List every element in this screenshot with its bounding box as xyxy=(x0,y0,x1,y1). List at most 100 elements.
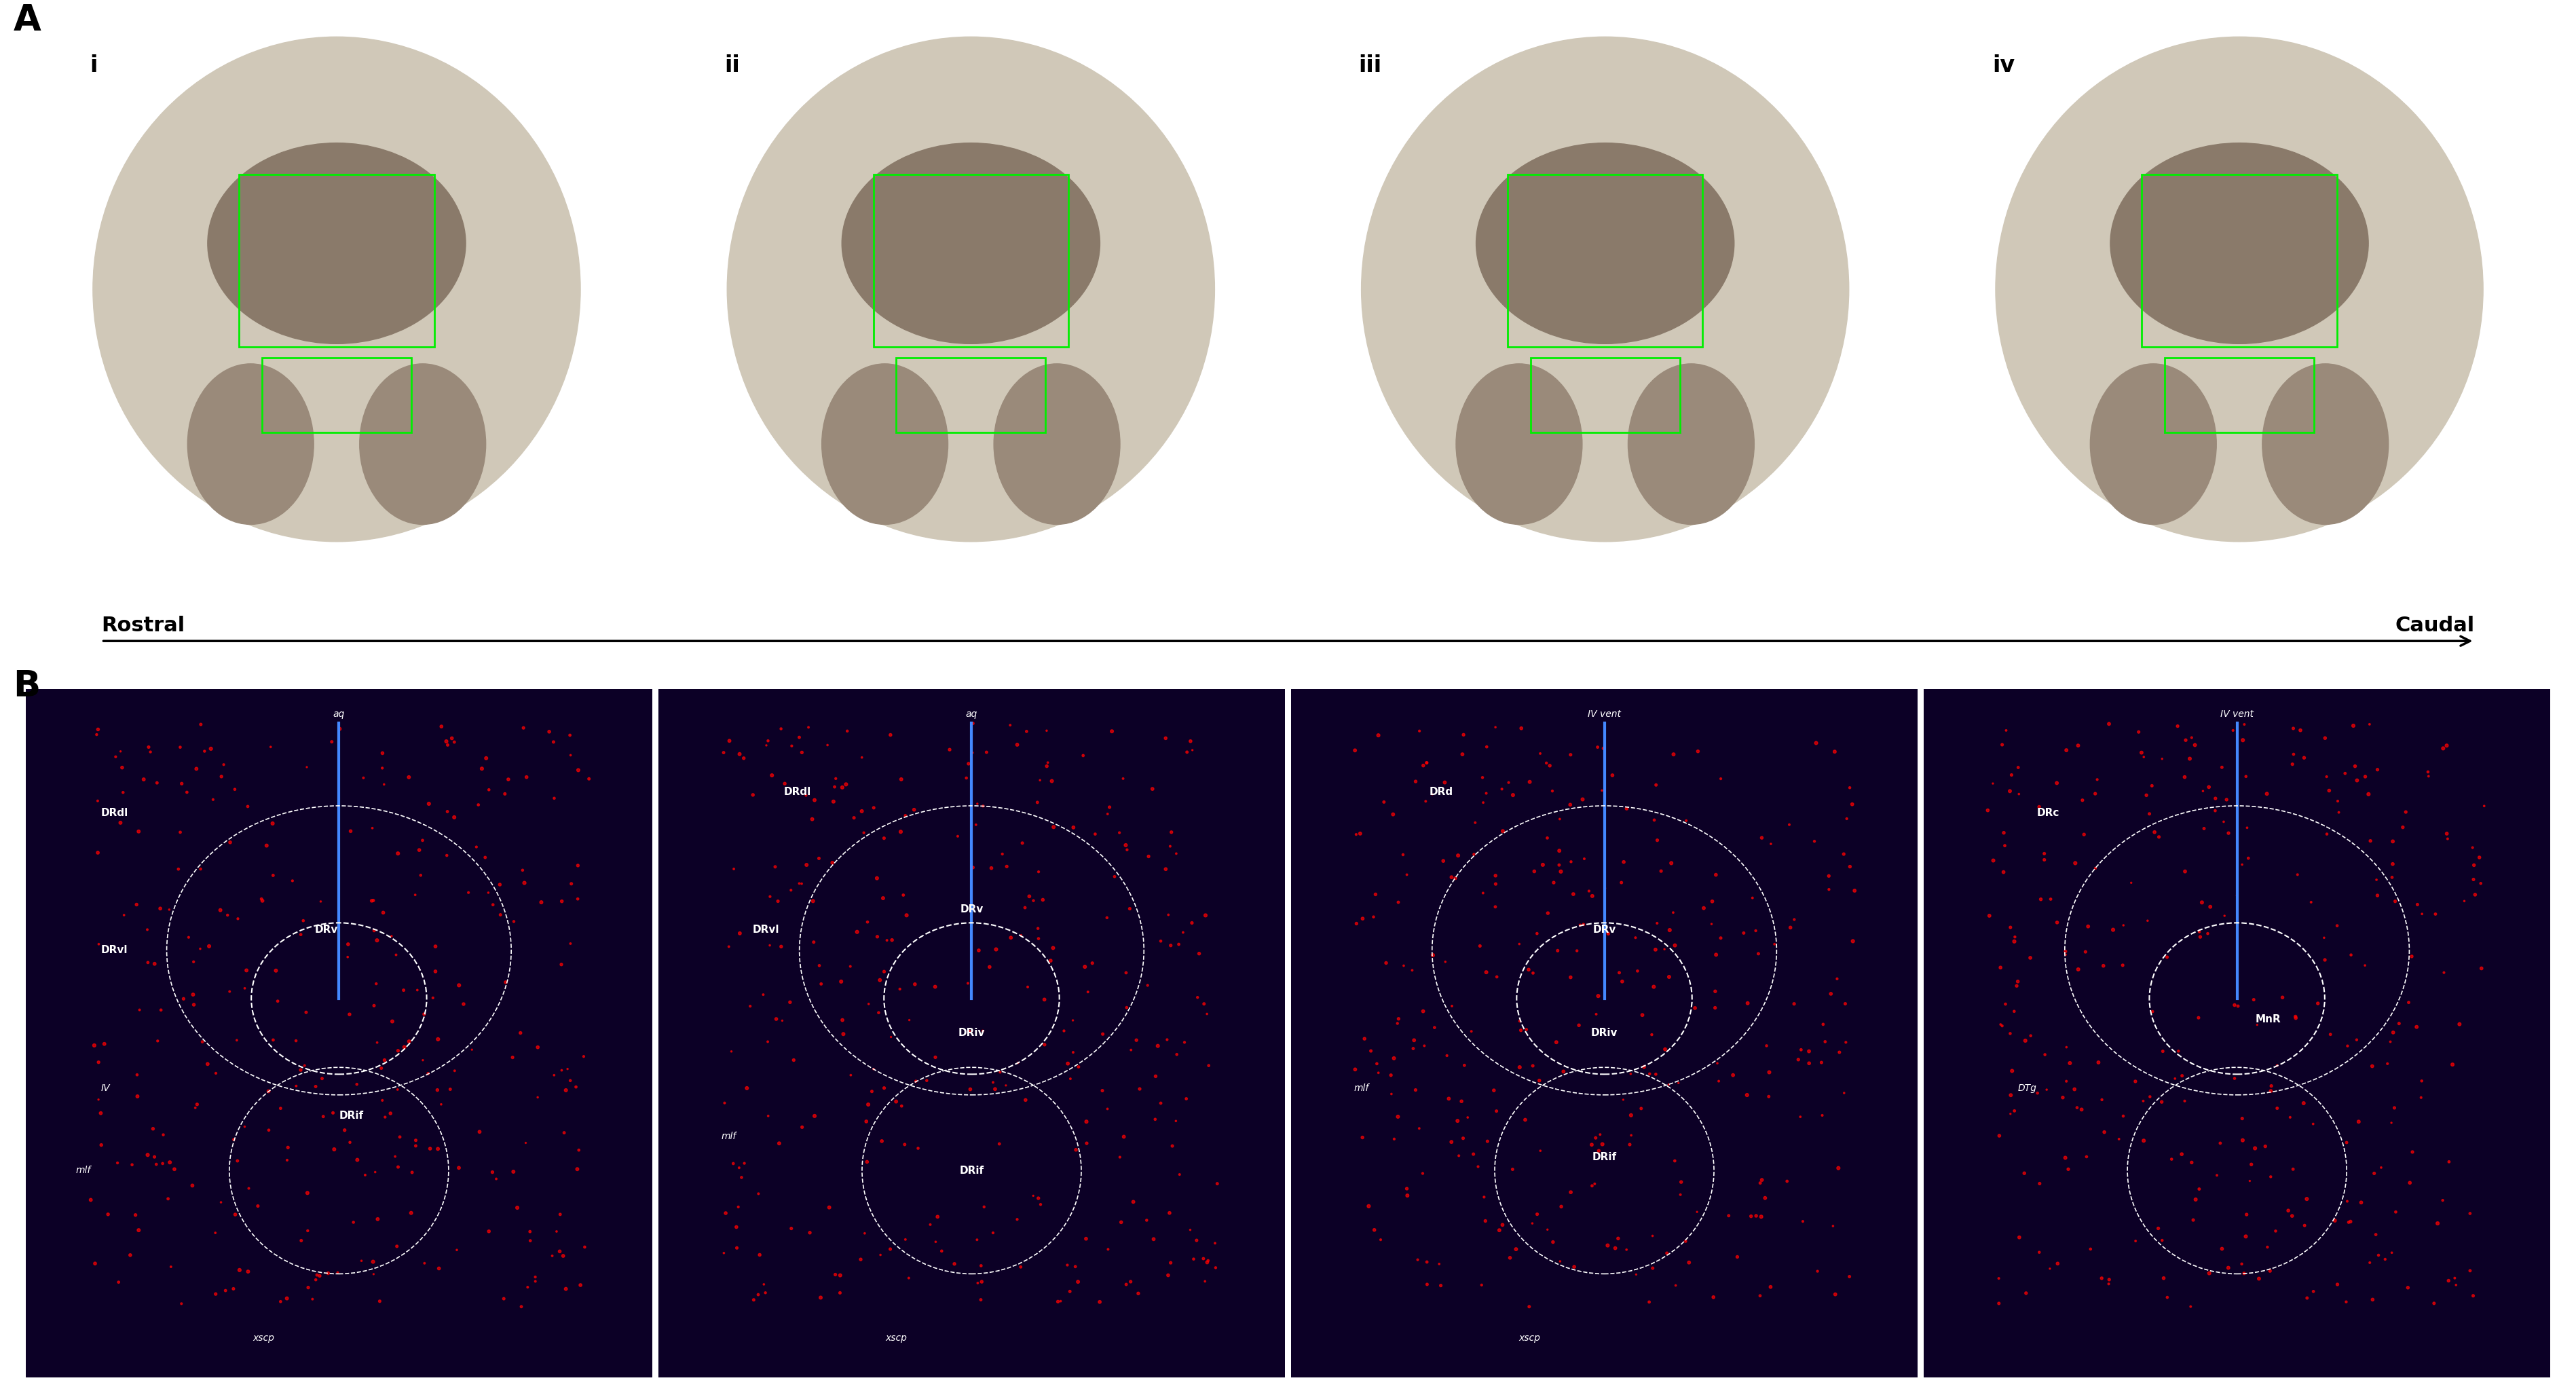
Point xyxy=(2004,1029,2045,1052)
Point xyxy=(1118,1078,1159,1100)
Point xyxy=(886,904,927,926)
Point xyxy=(252,812,294,835)
Point xyxy=(2326,1131,2367,1153)
Point xyxy=(1749,1085,1790,1107)
Point xyxy=(909,1213,951,1235)
Point xyxy=(860,970,902,992)
Point xyxy=(173,1174,214,1196)
Point xyxy=(894,798,935,821)
Point xyxy=(201,765,242,787)
Point xyxy=(1087,1097,1128,1120)
Point xyxy=(402,829,443,851)
Point xyxy=(811,851,853,874)
Point xyxy=(1736,919,1777,942)
Point xyxy=(1610,1134,1651,1156)
Text: DRdl: DRdl xyxy=(783,787,811,797)
Point xyxy=(515,1266,556,1288)
Point xyxy=(726,1077,768,1099)
Point xyxy=(2004,1161,2045,1184)
Point xyxy=(206,904,247,926)
Point xyxy=(433,730,474,753)
Point xyxy=(958,1271,999,1294)
Ellipse shape xyxy=(726,36,1216,541)
Point xyxy=(2429,1150,2470,1173)
Point xyxy=(1177,1230,1218,1252)
Point xyxy=(1066,1228,1108,1251)
Text: IV vent: IV vent xyxy=(2221,709,2254,719)
Point xyxy=(938,825,979,847)
Point xyxy=(77,790,118,812)
Point xyxy=(549,932,590,954)
Point xyxy=(1803,1013,1844,1035)
Ellipse shape xyxy=(93,36,580,541)
Point xyxy=(484,971,526,993)
Point xyxy=(1453,843,1494,865)
Point xyxy=(1780,1106,1821,1128)
Point xyxy=(1741,1206,1783,1228)
Point xyxy=(2009,947,2050,970)
Point xyxy=(1437,1145,1479,1167)
Point xyxy=(1061,744,1103,766)
Point xyxy=(884,1134,925,1156)
Point xyxy=(2308,779,2349,801)
Point xyxy=(1747,1035,1788,1057)
Point xyxy=(2197,1164,2239,1187)
Point xyxy=(1419,1253,1461,1276)
Point xyxy=(129,736,170,758)
Point xyxy=(858,925,899,947)
Point xyxy=(2293,1280,2334,1302)
Point xyxy=(1481,819,1522,842)
Point xyxy=(139,897,180,919)
Point xyxy=(1082,1022,1123,1045)
Point xyxy=(1360,1228,1401,1251)
Point xyxy=(1806,1031,1847,1053)
Point xyxy=(884,883,925,906)
Point xyxy=(1010,885,1051,907)
Point xyxy=(1492,1159,1533,1181)
Text: aq: aq xyxy=(332,709,345,719)
Point xyxy=(1587,1234,1628,1256)
Point xyxy=(760,936,801,958)
Point xyxy=(2174,734,2215,757)
Point xyxy=(1079,1291,1121,1313)
Point xyxy=(734,1288,775,1310)
Point xyxy=(286,755,327,778)
Point xyxy=(708,730,750,753)
Point xyxy=(989,926,1030,949)
Point xyxy=(556,887,598,910)
Point xyxy=(1692,1287,1734,1309)
Point xyxy=(2298,992,2339,1014)
Text: ii: ii xyxy=(724,54,739,77)
Point xyxy=(2439,1013,2481,1035)
Point xyxy=(2089,712,2130,734)
Point xyxy=(1450,1020,1492,1042)
Point xyxy=(541,890,582,912)
Point xyxy=(1376,1013,1417,1035)
Point xyxy=(2092,918,2133,940)
Point xyxy=(420,715,461,737)
Bar xyxy=(2164,357,2313,433)
Point xyxy=(2076,768,2117,790)
Point xyxy=(2249,1260,2290,1283)
Point xyxy=(801,1287,842,1309)
Point xyxy=(1507,958,1548,981)
Point xyxy=(312,1102,353,1124)
Ellipse shape xyxy=(822,364,948,524)
Point xyxy=(2215,885,2257,907)
Point xyxy=(2133,1000,2174,1022)
Text: DRif: DRif xyxy=(1592,1152,1618,1161)
Point xyxy=(2367,1053,2409,1075)
Point xyxy=(737,1284,778,1306)
Text: aq: aq xyxy=(966,709,976,719)
Point xyxy=(2339,1110,2380,1132)
Point xyxy=(1401,1000,1443,1022)
Point xyxy=(2293,1113,2334,1135)
Point xyxy=(1579,1139,1620,1161)
Point xyxy=(974,1071,1015,1093)
Point xyxy=(1188,1054,1229,1077)
Point xyxy=(956,814,997,836)
Point xyxy=(330,1003,371,1025)
Point xyxy=(770,734,811,757)
Point xyxy=(1973,772,2014,794)
Point xyxy=(2354,1224,2396,1246)
